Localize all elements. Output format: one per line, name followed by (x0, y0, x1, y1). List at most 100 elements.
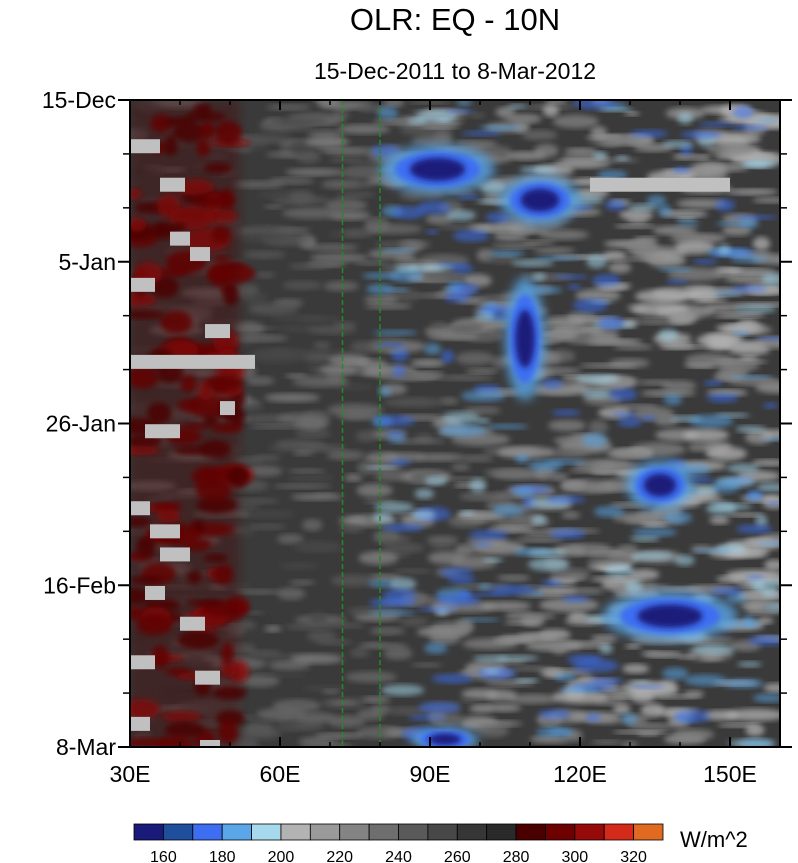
texture-streak (552, 114, 599, 129)
texture-streak (375, 241, 409, 249)
texture-streak (493, 233, 529, 241)
convective-streak (381, 248, 417, 253)
texture-streak (239, 225, 296, 236)
convective-streak (426, 229, 439, 235)
texture-streak (631, 302, 690, 316)
texture-streak (617, 256, 666, 262)
convective-streak (462, 617, 500, 622)
texture-streak (292, 376, 350, 388)
convective-streak (692, 258, 718, 265)
texture-streak (316, 148, 366, 154)
convective-streak (741, 161, 769, 168)
texture-streak (356, 483, 393, 498)
texture-streak (302, 519, 323, 531)
convective-streak (469, 478, 487, 493)
convective-streak (541, 579, 563, 587)
texture-streak (752, 236, 771, 251)
colorbar-swatch (133, 823, 164, 841)
convective-streak (450, 265, 474, 274)
texture-streak (622, 663, 650, 674)
texture-streak (505, 151, 547, 161)
colorbar-swatch (515, 823, 546, 841)
colorbar: 160 180 200 220 240 260 280 300 320 (133, 823, 664, 863)
y-tick-label: 15-Dec (42, 87, 116, 113)
texture-streak (364, 303, 413, 310)
texture-streak (763, 683, 780, 693)
texture-streak (717, 722, 760, 728)
texture-streak (459, 697, 479, 703)
texture-streak (322, 689, 340, 695)
convective-streak (620, 713, 638, 725)
texture-streak (240, 510, 295, 519)
texture-streak (546, 447, 588, 458)
texture-streak (256, 708, 307, 721)
convective-streak (586, 254, 608, 269)
convective-streak (476, 417, 491, 424)
colorbar-label: 280 (503, 849, 530, 863)
convective-streak (485, 212, 512, 223)
feature-core (515, 309, 535, 368)
texture-streak (287, 468, 326, 474)
texture-streak (687, 287, 719, 302)
convective-streak (715, 221, 755, 227)
texture-streak (309, 253, 368, 263)
convective-streak (415, 109, 459, 123)
texture-streak (713, 312, 766, 319)
texture-streak (282, 207, 343, 219)
colorbar-swatch (280, 823, 311, 841)
texture-streak (752, 197, 780, 203)
convective-streak (567, 284, 581, 291)
y-axis: 15-Dec 5-Jan 26-Jan 16-Feb 8-Mar (42, 87, 792, 760)
convective-streak (756, 482, 780, 492)
texture-streak (268, 661, 311, 671)
texture-streak (272, 483, 332, 489)
colorbar-unit: W/m^2 (680, 827, 748, 852)
convective-streak (581, 433, 608, 447)
convective-streak (507, 104, 527, 110)
missing-cell (190, 247, 210, 262)
texture-streak (626, 214, 649, 224)
convective-streak (485, 423, 529, 430)
texture-streak (608, 262, 632, 274)
texture-streak (710, 132, 761, 145)
texture-streak (588, 420, 609, 435)
convective-streak (534, 255, 583, 261)
missing-cell (130, 277, 155, 292)
texture-streak (516, 536, 565, 543)
convective-streak (481, 181, 506, 196)
plot-area (130, 100, 780, 747)
convective-streak (414, 488, 435, 499)
convective-streak (736, 524, 773, 534)
y-tick-label: 16-Feb (43, 572, 116, 598)
texture-streak (355, 430, 377, 442)
convective-streak (688, 414, 734, 428)
convective-streak (737, 661, 762, 668)
texture-streak (728, 343, 771, 356)
texture-streak (465, 368, 499, 374)
texture-streak (484, 468, 526, 477)
convective-streak (456, 100, 472, 106)
texture-streak (705, 446, 747, 461)
texture-streak (715, 324, 758, 333)
texture-streak (356, 359, 388, 371)
convective-streak (745, 579, 780, 587)
convective-streak (625, 580, 643, 594)
texture-streak (688, 442, 707, 452)
texture-streak (455, 351, 495, 366)
convective-streak (391, 348, 409, 362)
texture-streak (323, 281, 359, 292)
texture-streak (652, 225, 698, 235)
convective-streak (604, 564, 635, 578)
convective-streak (438, 424, 487, 437)
convective-streak (553, 274, 589, 280)
convective-streak (490, 584, 535, 596)
texture-streak (288, 263, 330, 270)
missing-cell (160, 547, 190, 562)
convective-streak (482, 557, 504, 563)
texture-streak (633, 143, 674, 152)
convective-streak (576, 374, 620, 384)
texture-streak (415, 453, 464, 462)
colorbar-swatch (545, 823, 576, 841)
convective-streak (527, 557, 571, 571)
